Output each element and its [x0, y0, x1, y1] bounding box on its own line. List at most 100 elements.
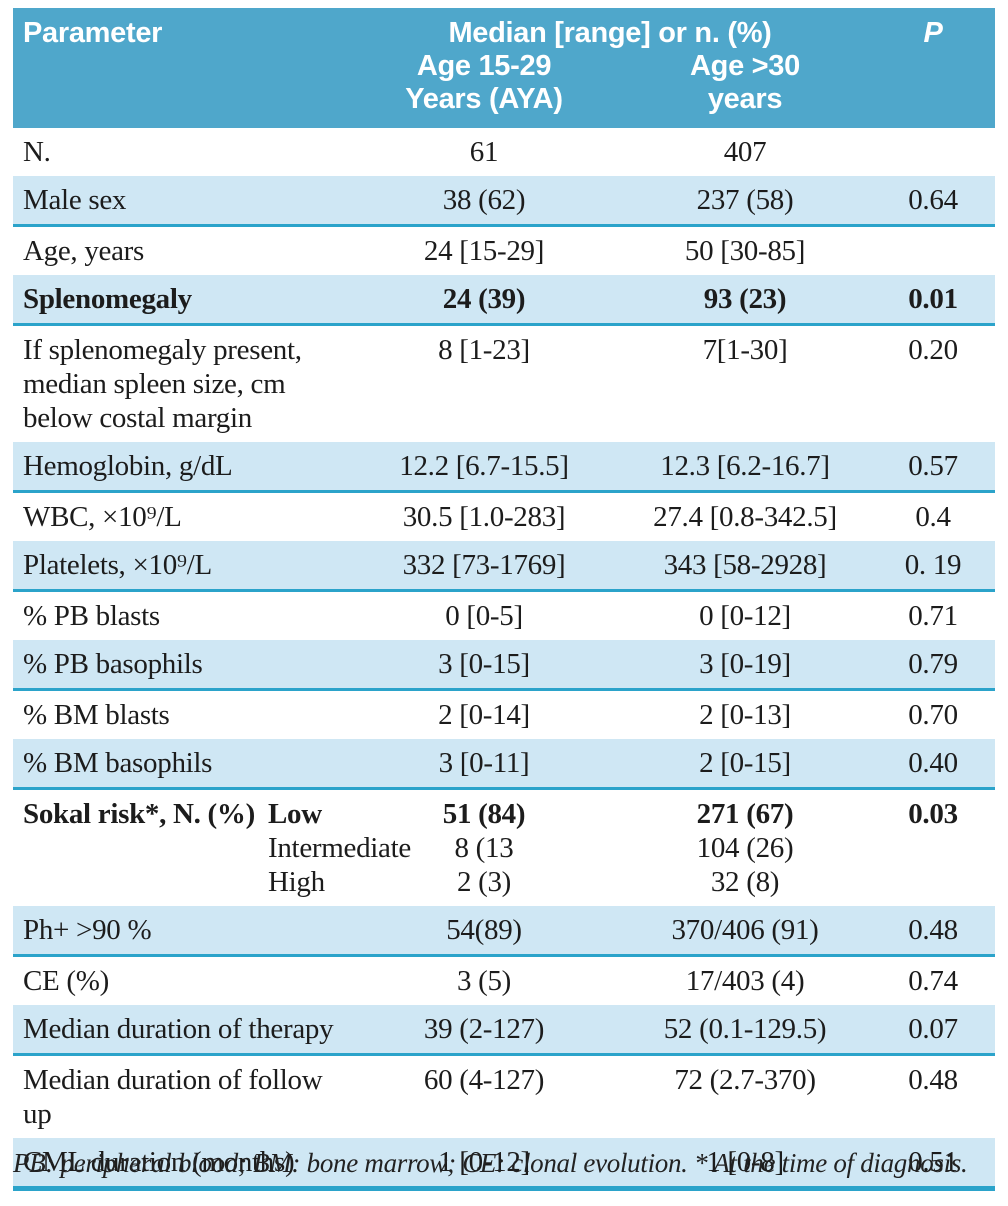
p-value-cell: 0.48 — [908, 1064, 958, 1096]
sokal-older-high: 32 (8) — [710, 866, 780, 898]
header-p: P — [923, 17, 943, 49]
p-value-cell: 0.40 — [908, 747, 958, 779]
table-row-n: N. 61 407 — [13, 128, 995, 176]
table-row-platelets: Platelets, ×10⁹/L 332 [73-1769] 343 [58-… — [13, 541, 995, 592]
older-value-cell: 93 (23) — [703, 283, 787, 315]
param-cell: % BM blasts — [23, 699, 170, 731]
older-value-cell: 407 — [723, 136, 767, 168]
sokal-label-low: Low — [268, 798, 322, 830]
param-cell: Splenomegaly — [23, 283, 192, 315]
param-cell: Age, years — [23, 235, 145, 267]
aya-value-cell: 61 — [469, 136, 499, 168]
table-row-male-sex: Male sex 38 (62) 237 (58) 0.64 — [13, 176, 995, 227]
table-row-pb-blasts: % PB blasts 0 [0-5] 0 [0-12] 0.71 — [13, 592, 995, 640]
p-value-cell: 0.70 — [908, 699, 958, 731]
aya-value-cell: 0 [0-5] — [445, 600, 523, 632]
param-cell: % BM basophils — [23, 747, 213, 779]
p-value-cell: 0.64 — [908, 184, 958, 216]
param-cell: Median duration of therapy — [23, 1013, 334, 1045]
param-cell: Ph+ >90 % — [23, 914, 152, 946]
aya-value-cell: 60 (4-127) — [423, 1064, 545, 1096]
table-header: Parameter Median [range] or n. (%) P Age… — [13, 8, 995, 128]
aya-value-cell: 54(89) — [446, 914, 522, 946]
older-value-cell: 12.3 [6.2-16.7] — [660, 450, 830, 482]
table-row-sokal-risk: Sokal risk*, N. (%) Low Intermediate Hig… — [13, 790, 995, 906]
older-value-cell: 271 (67) 104 (26) 32 (8) — [619, 797, 871, 899]
aya-value-cell: 12.2 [6.7-15.5] — [399, 450, 569, 482]
older-value-cell: 17/403 (4) — [685, 965, 805, 997]
table-row-duration-followup: Median duration of follow up 60 (4-127) … — [13, 1056, 995, 1138]
older-value-cell: 370/406 (91) — [671, 914, 819, 946]
aya-value-cell: 8 [1-23] — [438, 334, 530, 366]
param-cell: If splenomegaly present, median spleen s… — [23, 334, 302, 434]
p-value-cell: 0.57 — [908, 450, 958, 482]
table-row-wbc: WBC, ×10⁹/L 30.5 [1.0-283] 27.4 [0.8-342… — [13, 493, 995, 541]
sokal-aya-intermediate: 8 (13 — [454, 832, 514, 864]
param-cell: Median duration of follow up — [23, 1064, 323, 1130]
p-value-cell: 0.71 — [908, 600, 958, 632]
aya-value-cell: 3 (5) — [456, 965, 512, 997]
aya-value-cell: 3 [0-11] — [438, 747, 530, 779]
sokal-older-intermediate: 104 (26) — [696, 832, 794, 864]
aya-value-cell: 30.5 [1.0-283] — [402, 501, 566, 533]
p-value-cell: 0.51 — [908, 1146, 958, 1178]
param-cell: % PB blasts — [23, 600, 160, 632]
aya-value-cell: 24 [15-29] — [423, 235, 545, 267]
table-row-ce: CE (%) 3 (5) 17/403 (4) 0.74 — [13, 957, 995, 1005]
param-cell: Hemoglobin, g/dL — [23, 450, 233, 482]
sokal-older-low: 271 (67) — [696, 798, 794, 830]
table-row-bm-basophils: % BM basophils 3 [0-11] 2 [0-15] 0.40 — [13, 739, 995, 790]
aya-value-cell: 39 (2-127) — [423, 1013, 545, 1045]
aya-value-cell: 24 (39) — [442, 283, 526, 315]
param-cell: Male sex — [23, 184, 127, 216]
table-row-pb-basophils: % PB basophils 3 [0-15] 3 [0-19] 0.79 — [13, 640, 995, 691]
sokal-aya-high: 2 (3) — [456, 866, 512, 898]
older-value-cell: 2 [0-13] — [699, 699, 791, 731]
older-value-cell: 0 [0-12] — [699, 600, 791, 632]
p-value-cell: 0. 19 — [904, 549, 962, 581]
sokal-label-intermediate: Intermediate — [268, 832, 411, 864]
aya-value-cell: 3 [0-15] — [438, 648, 530, 680]
header-parameter: Parameter — [23, 17, 163, 49]
table-footnote: PB: peripheral blood; BM: bone marrow; C… — [13, 1148, 968, 1178]
aya-value-cell: 51 (84) 8 (13 2 (3) — [349, 797, 619, 899]
table-row-bm-blasts: % BM blasts 2 [0-14] 2 [0-13] 0.70 — [13, 691, 995, 739]
aya-value-cell: 2 [0-14] — [438, 699, 530, 731]
p-value-cell: 0.07 — [908, 1013, 958, 1045]
older-value-cell: 343 [58-2928] — [663, 549, 827, 581]
header-older-line2: years — [707, 83, 783, 115]
table-row-spleen-size: If splenomegaly present, median spleen s… — [13, 326, 995, 442]
sokal-title: Sokal risk*, N. (%) — [23, 798, 255, 830]
older-value-cell: 27.4 [0.8-342.5] — [653, 501, 837, 533]
table-row-hemoglobin: Hemoglobin, g/dL 12.2 [6.7-15.5] 12.3 [6… — [13, 442, 995, 493]
older-value-cell: 2 [0-15] — [699, 747, 791, 779]
header-aya-line2: Years (AYA) — [405, 83, 563, 115]
sokal-level-labels: Low Intermediate High — [268, 797, 411, 899]
p-value-cell: 0.48 — [908, 914, 958, 946]
param-cell: Platelets, ×10⁹/L — [23, 549, 212, 581]
older-value-cell: 50 [30-85] — [684, 235, 806, 267]
p-value-cell: 0.03 — [908, 798, 958, 830]
table-row-ph-positive: Ph+ >90 % 54(89) 370/406 (91) 0.48 — [13, 906, 995, 957]
param-cell: WBC, ×10⁹/L — [23, 501, 182, 533]
param-cell: CE (%) — [23, 965, 109, 997]
p-value-cell: 0.79 — [908, 648, 958, 680]
older-value-cell: 72 (2.7-370) — [674, 1064, 816, 1096]
table-row-duration-therapy: Median duration of therapy 39 (2-127) 52… — [13, 1005, 995, 1056]
aya-value-cell: 332 [73-1769] — [402, 549, 566, 581]
param-cell: % PB basophils — [23, 648, 203, 680]
table-row-splenomegaly: Splenomegaly 24 (39) 93 (23) 0.01 — [13, 275, 995, 326]
table-row-cml-duration: CML duration (months) 1 [0-12] 1 [0-8] 0… — [13, 1138, 995, 1191]
patient-characteristics-table: Parameter Median [range] or n. (%) P Age… — [13, 8, 995, 1191]
older-value-cell: 3 [0-19] — [699, 648, 791, 680]
aya-value-cell: 1 [0-12] — [438, 1146, 530, 1178]
p-value-cell: 0.01 — [908, 283, 958, 315]
older-value-cell: 52 (0.1-129.5) — [663, 1013, 827, 1045]
sokal-label-high: High — [268, 866, 325, 898]
p-value-cell: 0.20 — [908, 334, 958, 366]
header-aya-line1: Age 15-29 — [416, 50, 552, 82]
param-cell: CML duration (months) — [23, 1146, 295, 1178]
table-row-age: Age, years 24 [15-29] 50 [30-85] — [13, 227, 995, 275]
header-older-line1: Age >30 — [690, 50, 800, 82]
